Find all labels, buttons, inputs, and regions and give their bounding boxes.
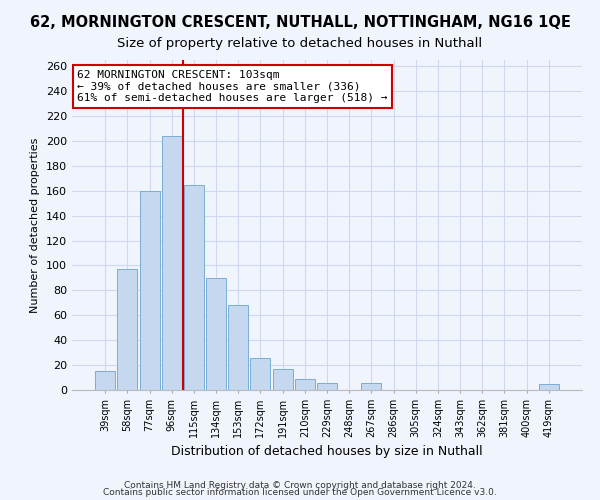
X-axis label: Distribution of detached houses by size in Nuthall: Distribution of detached houses by size … (171, 446, 483, 458)
Text: Contains HM Land Registry data © Crown copyright and database right 2024.: Contains HM Land Registry data © Crown c… (124, 480, 476, 490)
Bar (162, 136, 182, 390)
Bar (228, 306, 248, 390)
Bar (95, 372, 115, 390)
Bar (118, 269, 137, 390)
Text: 62 MORNINGTON CRESCENT: 103sqm
← 39% of detached houses are smaller (336)
61% of: 62 MORNINGTON CRESCENT: 103sqm ← 39% of … (77, 70, 388, 103)
Bar (317, 382, 337, 390)
Text: Contains public sector information licensed under the Open Government Licence v3: Contains public sector information licen… (103, 488, 497, 497)
Bar (539, 384, 559, 390)
Bar (184, 184, 204, 390)
Text: 62, MORNINGTON CRESCENT, NUTHALL, NOTTINGHAM, NG16 1QE: 62, MORNINGTON CRESCENT, NUTHALL, NOTTIN… (29, 15, 571, 30)
Y-axis label: Number of detached properties: Number of detached properties (31, 138, 40, 312)
Bar (140, 191, 160, 390)
Bar (250, 358, 271, 390)
Bar (295, 379, 315, 390)
Bar (272, 369, 293, 390)
Text: Size of property relative to detached houses in Nuthall: Size of property relative to detached ho… (118, 38, 482, 51)
Bar (361, 382, 382, 390)
Bar (206, 278, 226, 390)
